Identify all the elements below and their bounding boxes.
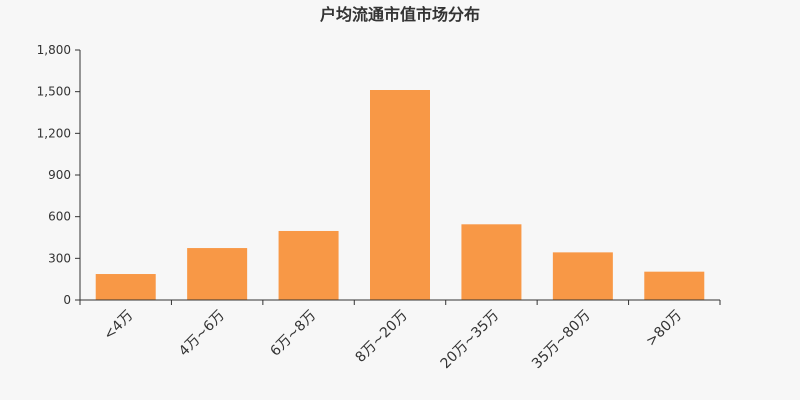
y-tick-label: 600 xyxy=(48,210,71,224)
x-tick-label: 35万~80万 xyxy=(529,308,594,373)
x-tick-label: <4万 xyxy=(101,308,137,344)
bar[interactable] xyxy=(95,274,156,300)
chart-title: 户均流通市值市场分布 xyxy=(320,5,480,24)
y-axis: 0 300 600 900 1,200 1,500 1,800 xyxy=(37,43,81,307)
bar[interactable] xyxy=(644,271,705,300)
x-axis: <4万 4万~6万 6万~8万 8万~20万 20万~35万 35万~80万 >80万 xyxy=(79,299,721,373)
y-tick-label: 1,500 xyxy=(37,85,71,99)
bar[interactable] xyxy=(370,90,430,300)
bar[interactable] xyxy=(187,248,248,300)
bars xyxy=(95,90,705,300)
y-tick-label: 900 xyxy=(48,168,71,182)
y-tick-label: 0 xyxy=(63,293,71,307)
bar[interactable] xyxy=(461,224,522,300)
x-tick-label: 8万~20万 xyxy=(353,308,411,366)
x-tick-label: 4万~6万 xyxy=(176,308,228,360)
x-tick-label: 6万~8万 xyxy=(267,308,319,360)
x-tick-label: 20万~35万 xyxy=(438,308,503,373)
bar[interactable] xyxy=(278,230,339,300)
y-tick-label: 1,200 xyxy=(37,126,71,140)
y-tick-label: 1,800 xyxy=(37,43,71,57)
y-tick-label: 300 xyxy=(48,251,71,265)
bar[interactable] xyxy=(552,252,613,300)
x-tick-label: >80万 xyxy=(643,308,685,350)
